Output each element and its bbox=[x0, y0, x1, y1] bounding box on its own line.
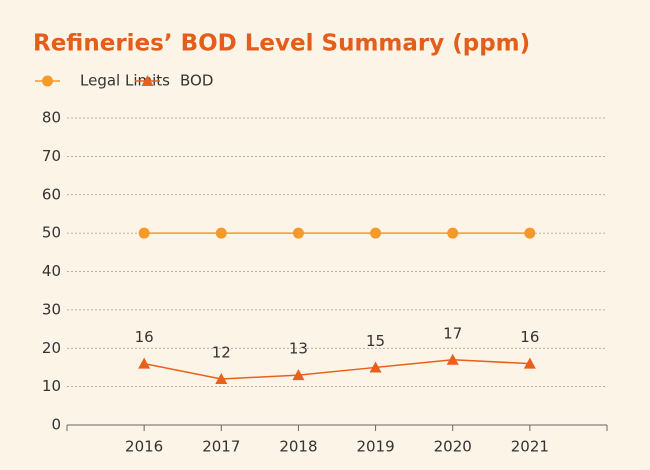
data-point bbox=[369, 361, 382, 373]
x-tick-label: 2016 bbox=[125, 438, 163, 456]
data-point bbox=[447, 227, 459, 239]
data-label: 15 bbox=[366, 332, 385, 350]
y-tick-label: 0 bbox=[51, 416, 61, 434]
data-point bbox=[138, 227, 150, 239]
legend-label: BOD bbox=[180, 72, 213, 90]
data-label: 16 bbox=[520, 328, 539, 346]
x-tick-label: 2020 bbox=[434, 438, 472, 456]
data-label: 12 bbox=[212, 343, 231, 361]
data-point bbox=[292, 369, 305, 381]
chart-title: Refineries’ BOD Level Summary (ppm) bbox=[33, 31, 530, 57]
x-tick-label: 2018 bbox=[279, 438, 317, 456]
data-point bbox=[292, 227, 304, 239]
y-tick-label: 50 bbox=[42, 224, 61, 242]
data-point bbox=[215, 227, 227, 239]
y-tick-label: 60 bbox=[42, 185, 61, 203]
data-point bbox=[524, 227, 536, 239]
data-label: 17 bbox=[443, 324, 462, 342]
data-label: 13 bbox=[289, 340, 308, 358]
y-tick-label: 80 bbox=[42, 109, 61, 127]
data-point bbox=[215, 372, 228, 384]
x-tick-label: 2021 bbox=[511, 438, 549, 456]
y-tick-label: 40 bbox=[42, 262, 61, 280]
x-tick-label: 2019 bbox=[356, 438, 394, 456]
series-line bbox=[143, 359, 530, 380]
y-tick-label: 20 bbox=[42, 339, 61, 357]
legend-marker bbox=[141, 75, 154, 86]
data-point bbox=[138, 357, 151, 369]
data-point bbox=[370, 227, 382, 239]
y-tick-label: 10 bbox=[42, 377, 61, 395]
data-point bbox=[446, 353, 459, 365]
x-tick-label: 2017 bbox=[202, 438, 240, 456]
data-label: 16 bbox=[135, 328, 154, 346]
legend-marker bbox=[42, 75, 53, 87]
data-point bbox=[523, 357, 536, 369]
y-tick-label: 70 bbox=[42, 147, 61, 165]
y-tick-label: 30 bbox=[42, 300, 61, 318]
